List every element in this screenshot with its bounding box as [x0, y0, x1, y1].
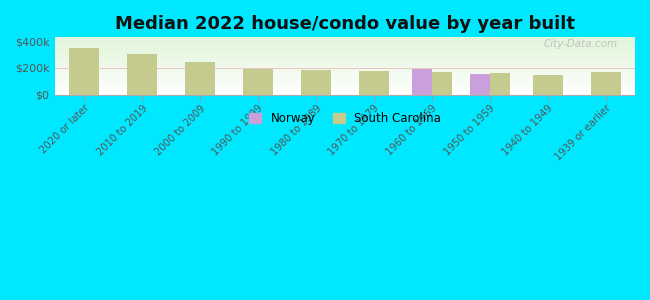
Bar	[243, 69, 274, 94]
Title: Median 2022 house/condo value by year built: Median 2022 house/condo value by year bu…	[115, 15, 575, 33]
Bar	[533, 75, 564, 94]
Bar	[69, 48, 99, 94]
Bar	[127, 54, 157, 94]
Bar	[591, 72, 621, 94]
Bar	[359, 71, 389, 94]
Bar	[301, 70, 332, 94]
Legend: Norway, South Carolina: Norway, South Carolina	[244, 107, 446, 130]
Text: City-Data.com: City-Data.com	[543, 39, 618, 49]
Bar	[490, 73, 510, 94]
Bar	[470, 74, 490, 94]
Bar	[411, 69, 432, 94]
Bar	[185, 61, 215, 94]
Bar	[432, 72, 452, 94]
